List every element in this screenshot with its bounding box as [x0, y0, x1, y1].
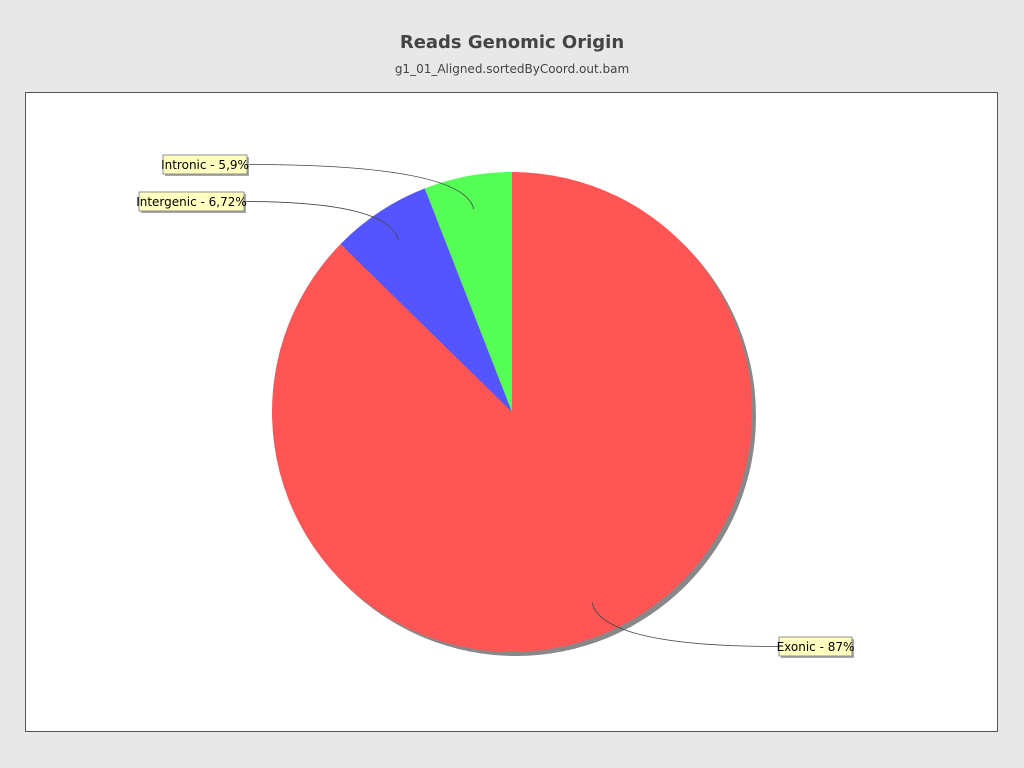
chart-subtitle: g1_01_Aligned.sortedByCoord.out.bam — [394, 62, 630, 76]
leader-line-exonic — [591, 602, 780, 647]
label-box-intergenic — [138, 191, 245, 212]
label-box-exonic — [778, 636, 853, 657]
slice-label-intronic: Intronic - 5,9% — [161, 158, 249, 172]
leader-line-intergenic — [243, 201, 399, 240]
chart-title: Reads Genomic Origin — [399, 32, 625, 53]
pie-slice-exonic[interactable] — [271, 172, 752, 653]
label-box-intronic — [162, 154, 248, 175]
slice-label-intergenic: Intergenic - 6,72% — [136, 195, 247, 209]
pie-slice-intergenic[interactable] — [340, 188, 512, 412]
slice-label-exonic: Exonic - 87% — [777, 640, 855, 654]
leader-line-intronic — [246, 164, 475, 210]
pie-slice-intronic[interactable] — [424, 172, 512, 412]
